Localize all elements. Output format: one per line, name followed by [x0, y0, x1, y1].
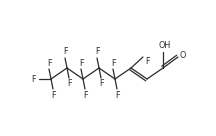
- Text: F: F: [63, 47, 67, 56]
- Text: F: F: [95, 47, 99, 56]
- Text: OH: OH: [159, 41, 171, 50]
- Text: F: F: [111, 58, 115, 67]
- Text: F: F: [47, 58, 51, 67]
- Text: F: F: [99, 80, 103, 89]
- Text: F: F: [31, 75, 35, 84]
- Text: F: F: [51, 90, 55, 100]
- Text: F: F: [83, 90, 87, 100]
- Text: O: O: [180, 52, 186, 61]
- Text: F: F: [145, 58, 149, 67]
- Text: F: F: [79, 58, 83, 67]
- Text: F: F: [115, 90, 119, 100]
- Text: F: F: [67, 80, 71, 89]
